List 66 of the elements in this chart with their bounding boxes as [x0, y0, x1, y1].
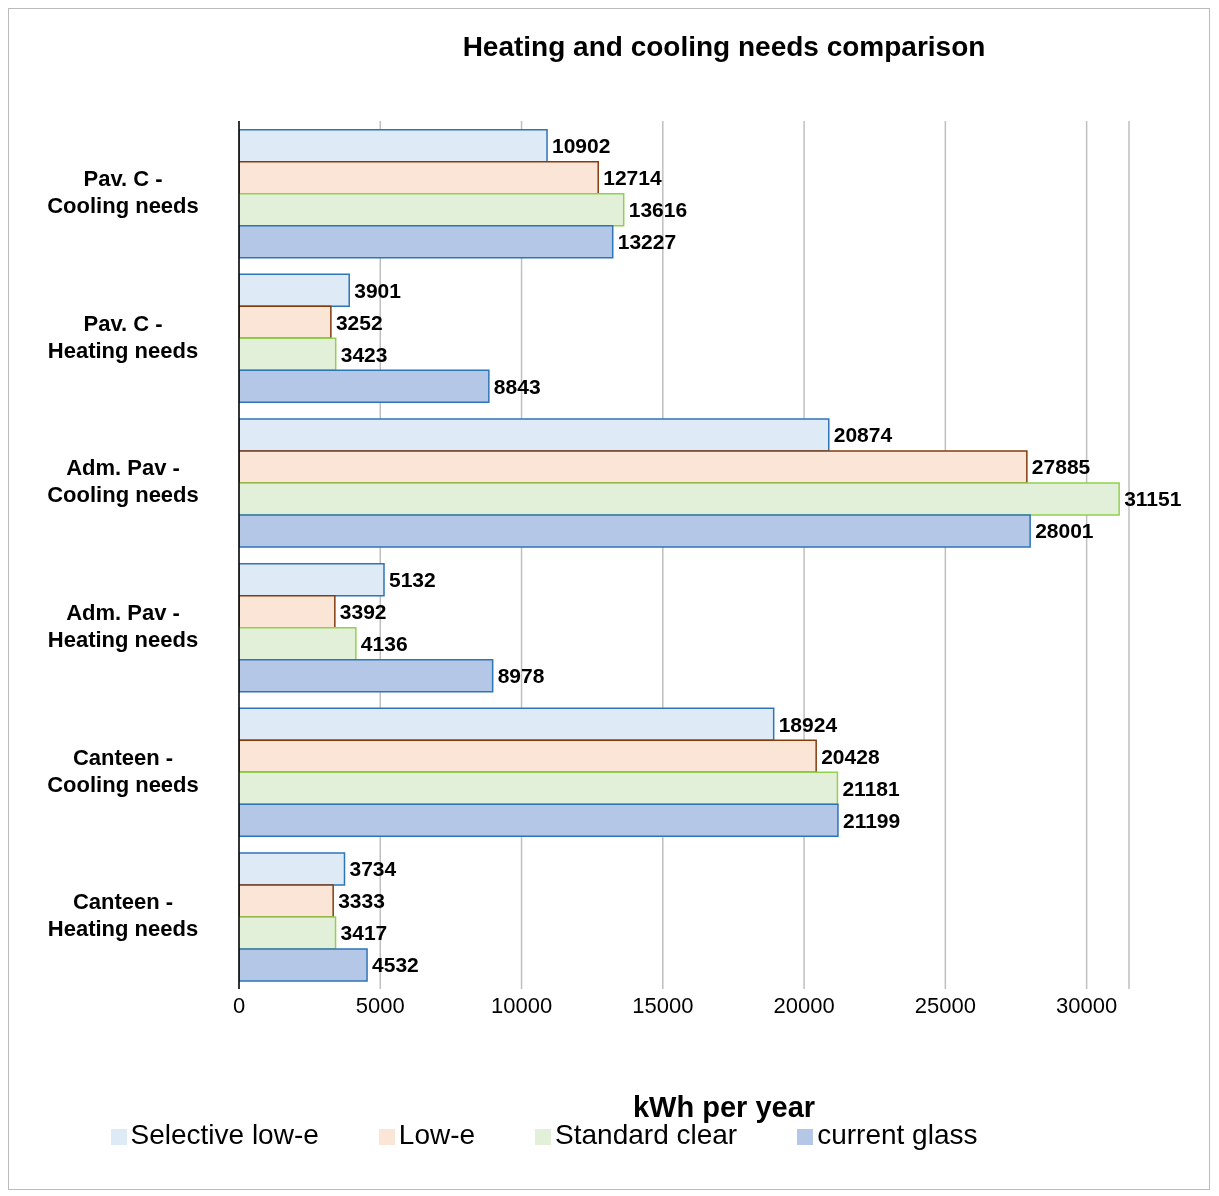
x-tick-label: 10000: [490, 992, 553, 1018]
bar: [239, 273, 350, 308]
y-tick-label: Canteen - Cooling needs: [47, 744, 199, 797]
data-label: 21181: [842, 776, 901, 800]
chart-title: Heating and cooling needs comparison: [461, 30, 987, 64]
data-label: 5132: [389, 568, 436, 592]
bar: [239, 128, 548, 163]
data-label: 31151: [1124, 487, 1182, 511]
y-tick-label: Adm. Pav - Heating needs: [47, 599, 199, 652]
data-label: 3417: [340, 921, 388, 945]
data-label: 18924: [778, 712, 838, 736]
bar: [239, 337, 337, 372]
data-label: 28001: [1035, 519, 1094, 543]
bar: [239, 658, 494, 693]
x-tick-label: 0: [232, 992, 246, 1018]
bar: [239, 884, 334, 918]
bar: [239, 192, 625, 227]
x-axis-title: kWh per year: [632, 1091, 816, 1123]
bar: [239, 562, 385, 597]
bar: [239, 594, 336, 629]
x-tick-label: 15000: [632, 992, 694, 1018]
bar: [239, 305, 332, 340]
y-tick-label: Pav. C - Cooling needs: [47, 165, 199, 218]
x-tick-label: 25000: [914, 992, 976, 1018]
data-label: 3392: [339, 600, 387, 624]
bar: [239, 948, 368, 982]
data-label: 10902: [552, 134, 611, 158]
x-tick-label: 30000: [1056, 992, 1118, 1018]
bar: [239, 369, 490, 404]
legend-label: Selective low-e: [130, 1119, 319, 1150]
data-label: 4136: [360, 632, 408, 656]
data-label: 13616: [628, 198, 688, 222]
bar: [239, 916, 337, 950]
y-tick-label: Canteen - Heating needs: [47, 888, 199, 941]
y-tick-label: Adm. Pav - Cooling needs: [47, 454, 199, 507]
bar: [239, 514, 1031, 548]
data-label: 21199: [842, 808, 901, 832]
x-tick-label: 20000: [773, 992, 835, 1018]
bar: [239, 224, 614, 259]
data-label: 20874: [833, 423, 893, 447]
x-tick-label: 5000: [355, 992, 405, 1018]
bar: [239, 739, 817, 774]
data-label: 3423: [340, 342, 388, 366]
bar: [239, 482, 1120, 516]
data-label: 3252: [335, 310, 383, 334]
data-label: 13227: [617, 230, 677, 254]
bar: [239, 803, 839, 838]
data-label: 3734: [349, 857, 397, 881]
bar: [239, 626, 357, 661]
data-label: 20428: [821, 744, 880, 768]
bar: [239, 160, 599, 195]
legend-label: Low-e: [398, 1119, 476, 1150]
data-label: 3333: [338, 889, 385, 913]
bar: [239, 771, 839, 806]
data-label: 3901: [354, 278, 402, 302]
data-label: 4532: [372, 953, 419, 977]
bar: [239, 852, 346, 886]
data-label: 8843: [493, 374, 541, 398]
bar: [239, 450, 1028, 484]
data-label: 27885: [1031, 455, 1091, 479]
y-tick-label: Pav. C - Heating needs: [47, 310, 199, 363]
bar: [239, 418, 830, 452]
bar: [239, 707, 775, 742]
legend-label: current glass: [817, 1119, 978, 1150]
data-label: 8978: [497, 664, 545, 688]
data-label: 12714: [603, 166, 662, 190]
